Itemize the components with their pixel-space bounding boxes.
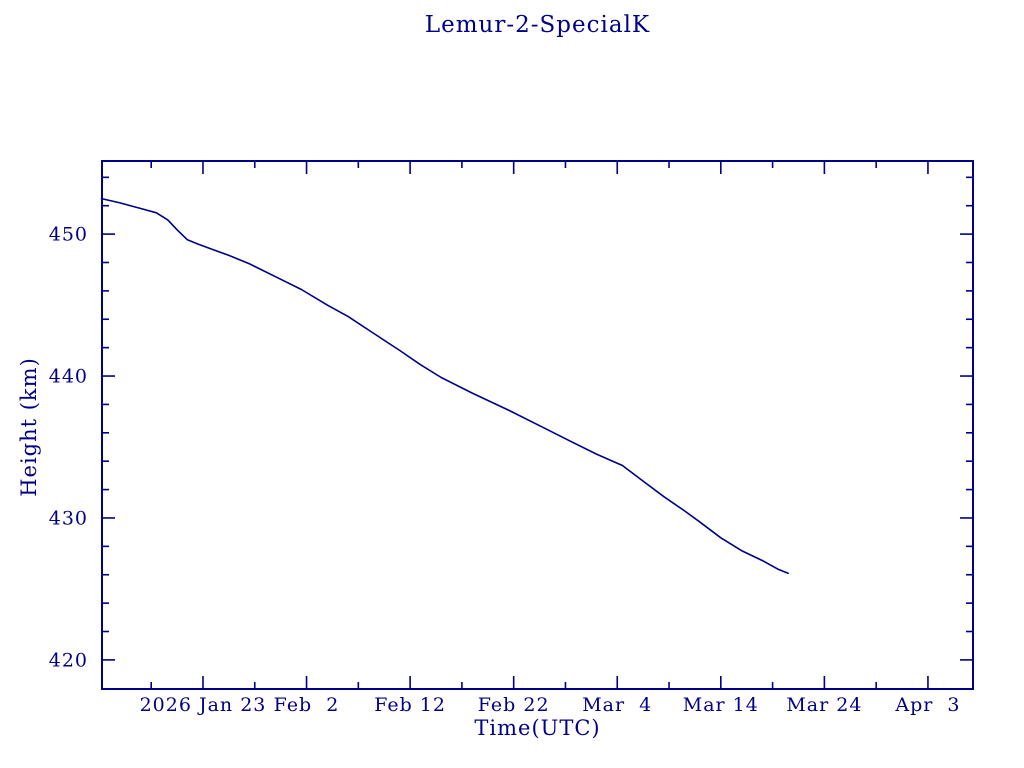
y-tick-label: 430: [49, 507, 88, 529]
y-tick-label: 440: [49, 366, 88, 388]
y-tick-label: 450: [49, 224, 88, 246]
x-axis-title: Time(UTC): [474, 716, 601, 740]
plot-frame: [101, 160, 974, 690]
chart-title: Lemur-2-SpecialK: [424, 12, 651, 38]
x-tick-label: Apr 3: [894, 694, 960, 716]
y-axis-title: Height (km): [17, 357, 41, 497]
x-tick-label: 2026 Jan 23: [140, 694, 267, 716]
x-tick-label: Mar 14: [683, 694, 759, 716]
height-decay-line: [100, 197, 789, 575]
x-tick-label: Feb 12: [374, 694, 446, 716]
x-tick-label: Feb 2: [274, 694, 340, 716]
x-tick-label: Feb 22: [478, 694, 550, 716]
x-tick-label: Mar 4: [582, 694, 652, 716]
x-tick-label: Mar 24: [786, 694, 862, 716]
y-tick-label: 420: [49, 649, 88, 671]
